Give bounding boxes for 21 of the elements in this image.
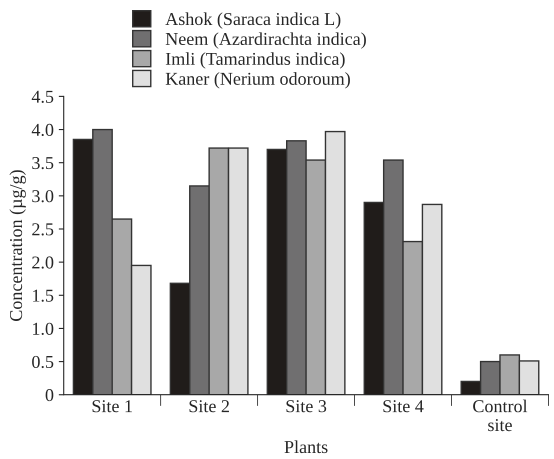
- x-tick-label: Site 3: [286, 400, 326, 412]
- x-tick-label: Site 4: [383, 400, 424, 412]
- y-tick-label: 4.5: [32, 90, 54, 103]
- x-tick-label: Site 1: [92, 400, 132, 412]
- x-tick-label: Control site: [473, 400, 528, 432]
- x-tick-label: Site 2: [190, 400, 229, 412]
- y-tick-label: 4.0: [32, 124, 54, 136]
- y-tick-label: 3.5: [32, 157, 54, 170]
- y-tick-label: 3.0: [32, 190, 54, 202]
- legend-label: Ashok (Saraca indica L): [165, 12, 340, 29]
- legend-label: Kaner (Nerium odoroum): [166, 72, 350, 89]
- legend-label: Neem (Azardirachta indica): [166, 32, 366, 49]
- y-tick-label: 1.5: [33, 290, 54, 302]
- legend-label: Imli (Tamarindus indica): [166, 52, 345, 69]
- y-tick-label: 1.0: [33, 322, 54, 335]
- y-axis-title: Concentration (µg/g): [9, 170, 26, 321]
- y-tick-label: 2.0: [32, 256, 54, 269]
- y-tick-label: 0.5: [32, 356, 54, 368]
- y-tick-label: 2.5: [32, 223, 54, 236]
- y-tick-label: 0: [46, 388, 54, 402]
- x-axis-title: Plants: [284, 440, 328, 454]
